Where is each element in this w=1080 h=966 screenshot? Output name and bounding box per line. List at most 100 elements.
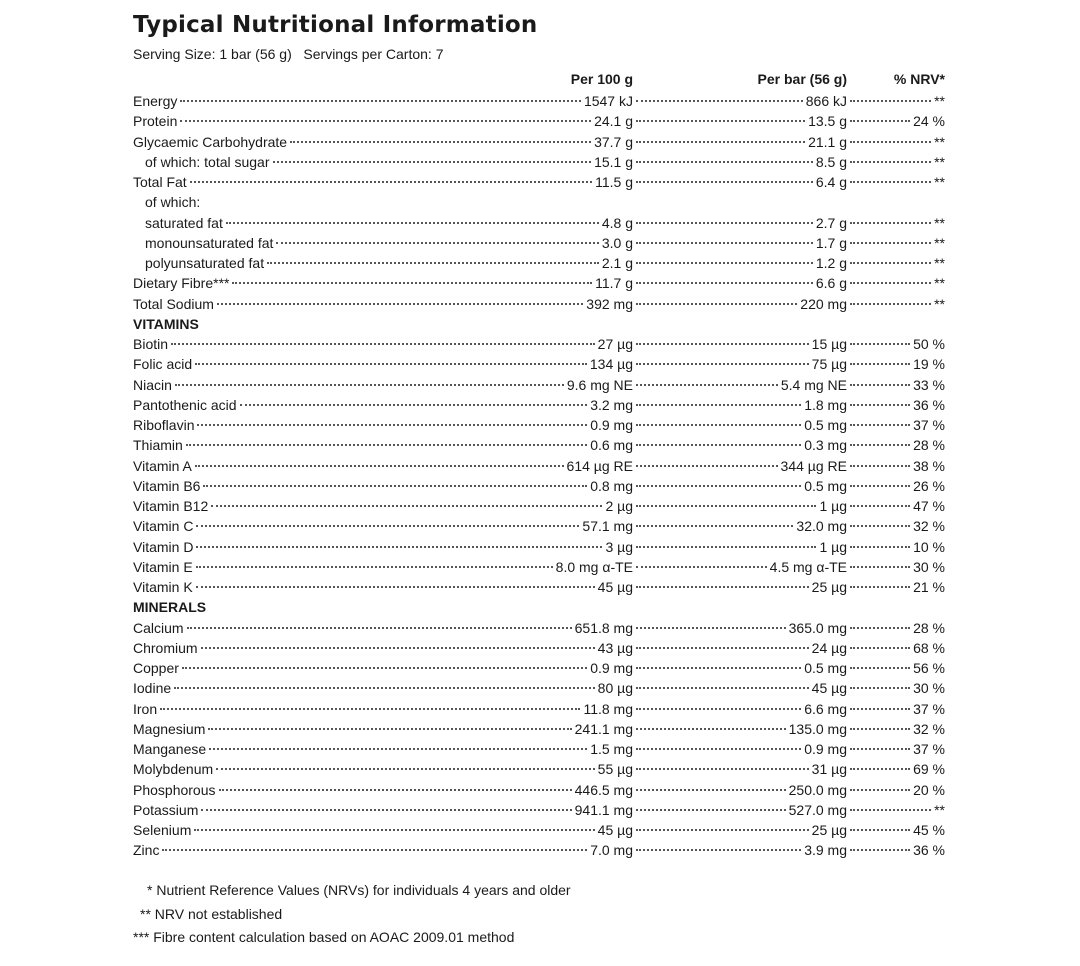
row-nrv: 56 % (847, 658, 945, 678)
per-100g-value: 11.8 mg (583, 700, 633, 717)
per-bar-value: 1.2 g (815, 255, 847, 271)
dot-leader (850, 424, 911, 426)
row-nrv: 38 % (847, 456, 945, 476)
row-label: Folic acid (133, 356, 193, 373)
row-label: Energy (133, 93, 178, 109)
row-per-bar: 1 µg (633, 537, 847, 557)
per-bar-value: 32.0 mg (796, 518, 847, 535)
row-nrv: 36 % (847, 395, 945, 415)
row-per-bar: 0.5 mg (633, 658, 847, 678)
per-100g-value: 651.8 mg (574, 619, 633, 636)
dot-leader (174, 383, 564, 386)
per-bar-value: 75 µg (811, 356, 847, 373)
dot-leader (636, 262, 813, 264)
row-per-bar: 24 µg (633, 638, 847, 658)
row-nrv: 37 % (847, 739, 945, 759)
dot-leader (636, 140, 806, 143)
row-per-bar: 6.6 mg (633, 699, 847, 719)
row-label: of which: total sugar (145, 153, 270, 170)
dot-leader (276, 241, 599, 244)
row-per-bar: 365.0 mg (633, 618, 847, 638)
dot-leader (636, 646, 809, 649)
table-row: Vitamin E 8.0 mg α-TE 4.5 mg α-TE 30 % (133, 557, 945, 577)
table-row: Riboflavin 0.9 mg 0.5 mg 37 % (133, 415, 945, 435)
row-label: Dietary Fibre*** (133, 275, 230, 292)
row-nrv: 37 % (847, 699, 945, 719)
row-label: polyunsaturated fat (145, 255, 265, 271)
row-main: Calcium 651.8 mg (133, 618, 633, 638)
serving-info: Serving Size: 1 bar (56 g) Servings per … (133, 46, 444, 62)
dot-leader (636, 241, 813, 244)
row-per-bar: 75 µg (633, 354, 847, 374)
dot-leader (218, 788, 572, 791)
nrv-value: 45 % (913, 822, 945, 838)
dot-leader (850, 545, 911, 548)
row-nrv: ** (847, 91, 945, 111)
row-label: of which: (145, 194, 201, 211)
per-bar-value: 344 µg RE (780, 457, 847, 474)
dot-leader (850, 140, 932, 143)
row-main: Potassium 941.1 mg (133, 800, 633, 820)
per-bar-value: 4.5 mg α-TE (769, 558, 847, 575)
dot-leader (850, 100, 932, 102)
nrv-value: ** (934, 234, 945, 251)
per-bar-value: 0.5 mg (804, 477, 847, 494)
row-per-bar: 527.0 mg (633, 800, 847, 820)
per-bar-value: 1 µg (819, 538, 847, 555)
table-row: Copper 0.9 mg 0.5 mg 56 % (133, 658, 945, 678)
row-nrv: 32 % (847, 719, 945, 739)
per-100g-value: 614 µg RE (566, 457, 633, 474)
row-per-bar: 1.8 mg (633, 395, 847, 415)
dot-leader (636, 302, 798, 305)
title: Typical Nutritional Information (133, 12, 538, 38)
nrv-value: ** (934, 174, 945, 190)
row-label: MINERALS (133, 599, 207, 616)
row-nrv: 50 % (847, 334, 945, 354)
nrv-value: 10 % (913, 538, 945, 555)
dot-leader (850, 181, 932, 183)
dot-leader (636, 160, 813, 163)
dot-leader (636, 221, 813, 224)
row-per-bar: 31 µg (633, 759, 847, 779)
row-main: Vitamin B12 2 µg (133, 496, 633, 516)
table-row: Niacin 9.6 mg NE 5.4 mg NE 33 % (133, 375, 945, 395)
dot-leader (850, 343, 911, 345)
nrv-value: 26 % (913, 477, 945, 494)
row-label: Total Sodium (133, 295, 214, 312)
per-100g-value: 15.1 g (594, 153, 633, 170)
row-main: Manganese 1.5 mg (133, 739, 633, 759)
table-row: Iron 11.8 mg 6.6 mg 37 % (133, 699, 945, 719)
dot-leader (181, 667, 588, 669)
per-bar-value: 2.7 g (815, 214, 847, 231)
dot-leader (850, 464, 911, 467)
table-row: Selenium 45 µg 25 µg 45 % (133, 820, 945, 840)
row-nrv: 28 % (847, 435, 945, 455)
nrv-value: 50 % (913, 336, 945, 352)
row-label: Protein (133, 113, 178, 130)
dot-leader (850, 849, 911, 852)
dot-leader (850, 788, 911, 791)
per-100g-value: 4.8 g (601, 214, 633, 231)
dot-leader (850, 667, 911, 669)
row-main: Energy 1547 kJ (133, 91, 633, 111)
table-row: Chromium 43 µg 24 µg 68 % (133, 638, 945, 658)
row-per-bar: 1.7 g (633, 233, 847, 253)
table-row: Glycaemic Carbohydrate 37.7 g 21.1 g ** (133, 132, 945, 152)
row-per-bar: 2.7 g (633, 213, 847, 233)
per-bar-value: 0.5 mg (804, 417, 847, 433)
table-row: Total Sodium 392 mg 220 mg ** (133, 294, 945, 314)
table-row: Thiamin 0.6 mg 0.3 mg 28 % (133, 435, 945, 455)
dot-leader (209, 748, 588, 750)
per-bar-value: 6.4 g (815, 174, 847, 190)
per-100g-value: 3 µg (605, 538, 633, 555)
dot-leader (636, 586, 809, 588)
nrv-value: ** (934, 153, 945, 170)
row-per-bar: 135.0 mg (633, 719, 847, 739)
nrv-value: 28 % (913, 619, 945, 636)
per-100g-value: 392 mg (586, 295, 633, 312)
row-label: Potassium (133, 801, 199, 818)
dot-leader (195, 363, 587, 366)
dot-leader (180, 100, 581, 102)
dot-leader (636, 100, 803, 102)
per-bar-value: 220 mg (800, 295, 847, 312)
